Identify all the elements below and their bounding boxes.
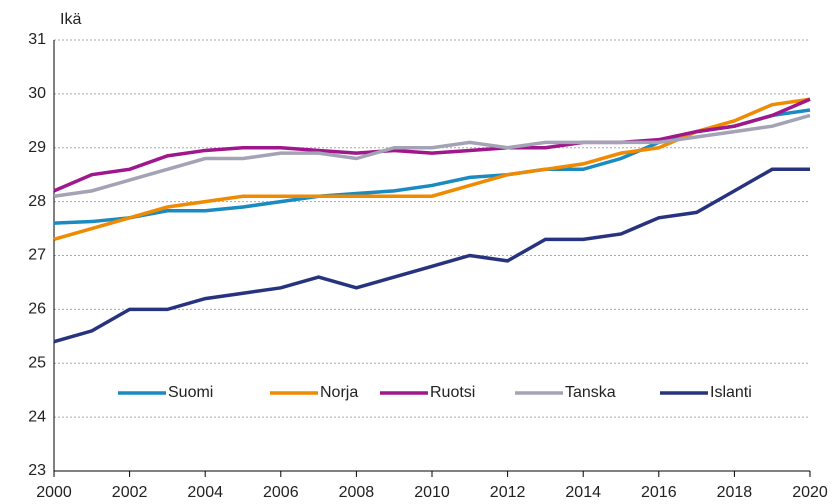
y-axis-label: Ikä bbox=[60, 11, 81, 28]
x-tick-label: 2006 bbox=[263, 484, 299, 501]
legend-label: Norja bbox=[320, 384, 358, 401]
x-tick-label: 2012 bbox=[490, 484, 526, 501]
x-tick-label: 2004 bbox=[187, 484, 223, 501]
y-tick-label: 25 bbox=[28, 354, 46, 371]
x-tick-label: 2008 bbox=[339, 484, 375, 501]
y-tick-label: 31 bbox=[28, 31, 46, 48]
y-tick-label: 29 bbox=[28, 139, 46, 156]
series-line bbox=[53, 97, 811, 242]
y-tick-label: 27 bbox=[28, 247, 46, 264]
series-line bbox=[53, 97, 811, 193]
series-line bbox=[53, 113, 811, 198]
legend-label: Tanska bbox=[565, 384, 616, 401]
x-tick-label: 2000 bbox=[36, 484, 72, 501]
legend-label: Ruotsi bbox=[430, 384, 475, 401]
series-line bbox=[53, 167, 810, 344]
y-tick-label: 26 bbox=[28, 301, 46, 318]
x-tick-label: 2002 bbox=[112, 484, 148, 501]
legend-label: Islanti bbox=[710, 384, 752, 401]
y-tick-label: 24 bbox=[28, 408, 46, 425]
legend-label: Suomi bbox=[168, 384, 213, 401]
y-tick-label: 28 bbox=[28, 193, 46, 210]
x-tick-label: 2016 bbox=[641, 484, 677, 501]
y-tick-label: 23 bbox=[28, 462, 46, 479]
y-tick-label: 30 bbox=[28, 85, 46, 102]
x-tick-label: 2018 bbox=[717, 484, 753, 501]
x-tick-label: 2010 bbox=[414, 484, 450, 501]
x-tick-label: 2020 bbox=[792, 484, 828, 501]
x-tick-label: 2014 bbox=[565, 484, 601, 501]
